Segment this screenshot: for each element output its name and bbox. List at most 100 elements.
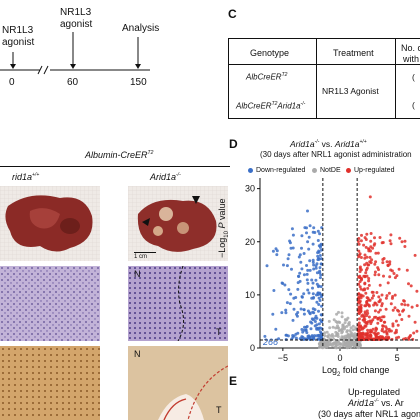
up-point <box>377 268 380 272</box>
notde-point <box>352 342 356 346</box>
notde-point <box>342 327 346 331</box>
notde-point <box>345 324 349 328</box>
notde-point <box>351 328 355 332</box>
timeline-label-2b: agonist <box>60 19 93 30</box>
down-point <box>272 289 276 292</box>
table-header-treatment: Treatment <box>333 48 374 58</box>
up-point <box>367 279 371 283</box>
down-point <box>311 310 315 314</box>
notde-point <box>348 341 352 345</box>
up-point <box>415 289 419 293</box>
down-point <box>317 303 321 306</box>
x-tick-label: 0 <box>337 353 342 363</box>
up-point <box>376 317 380 321</box>
down-point <box>315 323 319 327</box>
up-point <box>367 247 370 251</box>
down-point <box>305 264 308 267</box>
notde-point <box>345 346 349 350</box>
up-point <box>391 295 395 298</box>
notde-point <box>352 336 356 340</box>
up-point <box>369 245 373 249</box>
up-point <box>385 260 389 264</box>
up-point <box>372 294 375 298</box>
down-point <box>312 267 316 271</box>
up-point <box>358 325 362 329</box>
panel-b-col-right: Arid1a-/- <box>150 172 181 182</box>
up-point <box>371 290 375 294</box>
down-point <box>292 307 296 311</box>
up-point <box>363 253 367 257</box>
down-point <box>311 307 315 311</box>
down-point <box>296 287 300 291</box>
down-point <box>300 234 304 238</box>
down-point <box>291 334 295 337</box>
down-point <box>317 296 321 300</box>
up-point <box>359 268 363 272</box>
up-point <box>369 334 373 337</box>
up-point <box>369 239 373 243</box>
table-row-1-count-partial: ( <box>412 72 415 82</box>
y-tick-label: 0 <box>250 343 255 353</box>
down-point <box>311 281 315 285</box>
up-point <box>384 296 388 300</box>
notde-point <box>328 326 332 330</box>
timeline-label-2a: NR1L3 <box>60 7 92 18</box>
notde-point <box>340 335 344 339</box>
notde-point <box>336 326 340 330</box>
up-point <box>365 299 369 303</box>
up-point <box>378 236 382 239</box>
up-point <box>373 315 376 319</box>
notde-point <box>344 336 348 340</box>
notde-point <box>340 311 344 315</box>
down-point <box>311 242 315 246</box>
down-point <box>303 325 306 329</box>
down-point <box>312 263 316 267</box>
up-point <box>359 293 363 297</box>
down-point <box>313 320 317 323</box>
up-point <box>365 309 369 313</box>
notde-point <box>345 329 349 333</box>
table-col-div-1 <box>316 38 317 119</box>
down-point <box>281 282 285 285</box>
legend-down-label: Down-regulated <box>256 167 306 174</box>
up-point <box>395 336 398 340</box>
down-point <box>300 335 304 339</box>
up-point <box>359 331 363 335</box>
histology-ihc-wildtype <box>0 346 100 420</box>
up-point <box>387 335 390 339</box>
notde-point <box>322 345 326 349</box>
up-point <box>371 327 375 331</box>
up-point <box>357 242 361 246</box>
panel-d-letter: D <box>229 137 238 151</box>
down-point <box>307 336 311 340</box>
up-point <box>358 285 362 289</box>
volcano-subtitle: (30 days after NRL1 agonist administrati… <box>260 150 412 159</box>
up-point <box>364 304 368 308</box>
notde-point <box>349 326 353 330</box>
notde-point <box>331 325 335 329</box>
volcano-ylabel: −Log10 P value <box>217 198 230 258</box>
histology-he-wildtype <box>0 266 100 341</box>
panel-e-line3: (30 days after NRL1 agonist <box>318 409 420 419</box>
legend-down-dot <box>248 168 253 173</box>
up-point <box>407 282 410 286</box>
down-point <box>317 256 321 260</box>
notde-point <box>334 334 338 338</box>
up-point <box>363 281 367 285</box>
up-point <box>396 323 400 327</box>
up-point <box>375 303 379 307</box>
down-point <box>302 328 306 332</box>
down-point <box>284 338 288 341</box>
notde-point <box>347 334 351 338</box>
down-point <box>306 268 310 272</box>
up-point <box>413 253 417 257</box>
timeline-axis <box>0 32 150 75</box>
up-point <box>385 294 389 298</box>
up-point <box>403 239 407 243</box>
down-point <box>307 247 311 251</box>
down-point <box>314 266 318 270</box>
legend-up-dot <box>346 168 351 173</box>
up-point <box>377 310 381 314</box>
down-point <box>302 273 306 277</box>
up-point <box>363 274 367 278</box>
